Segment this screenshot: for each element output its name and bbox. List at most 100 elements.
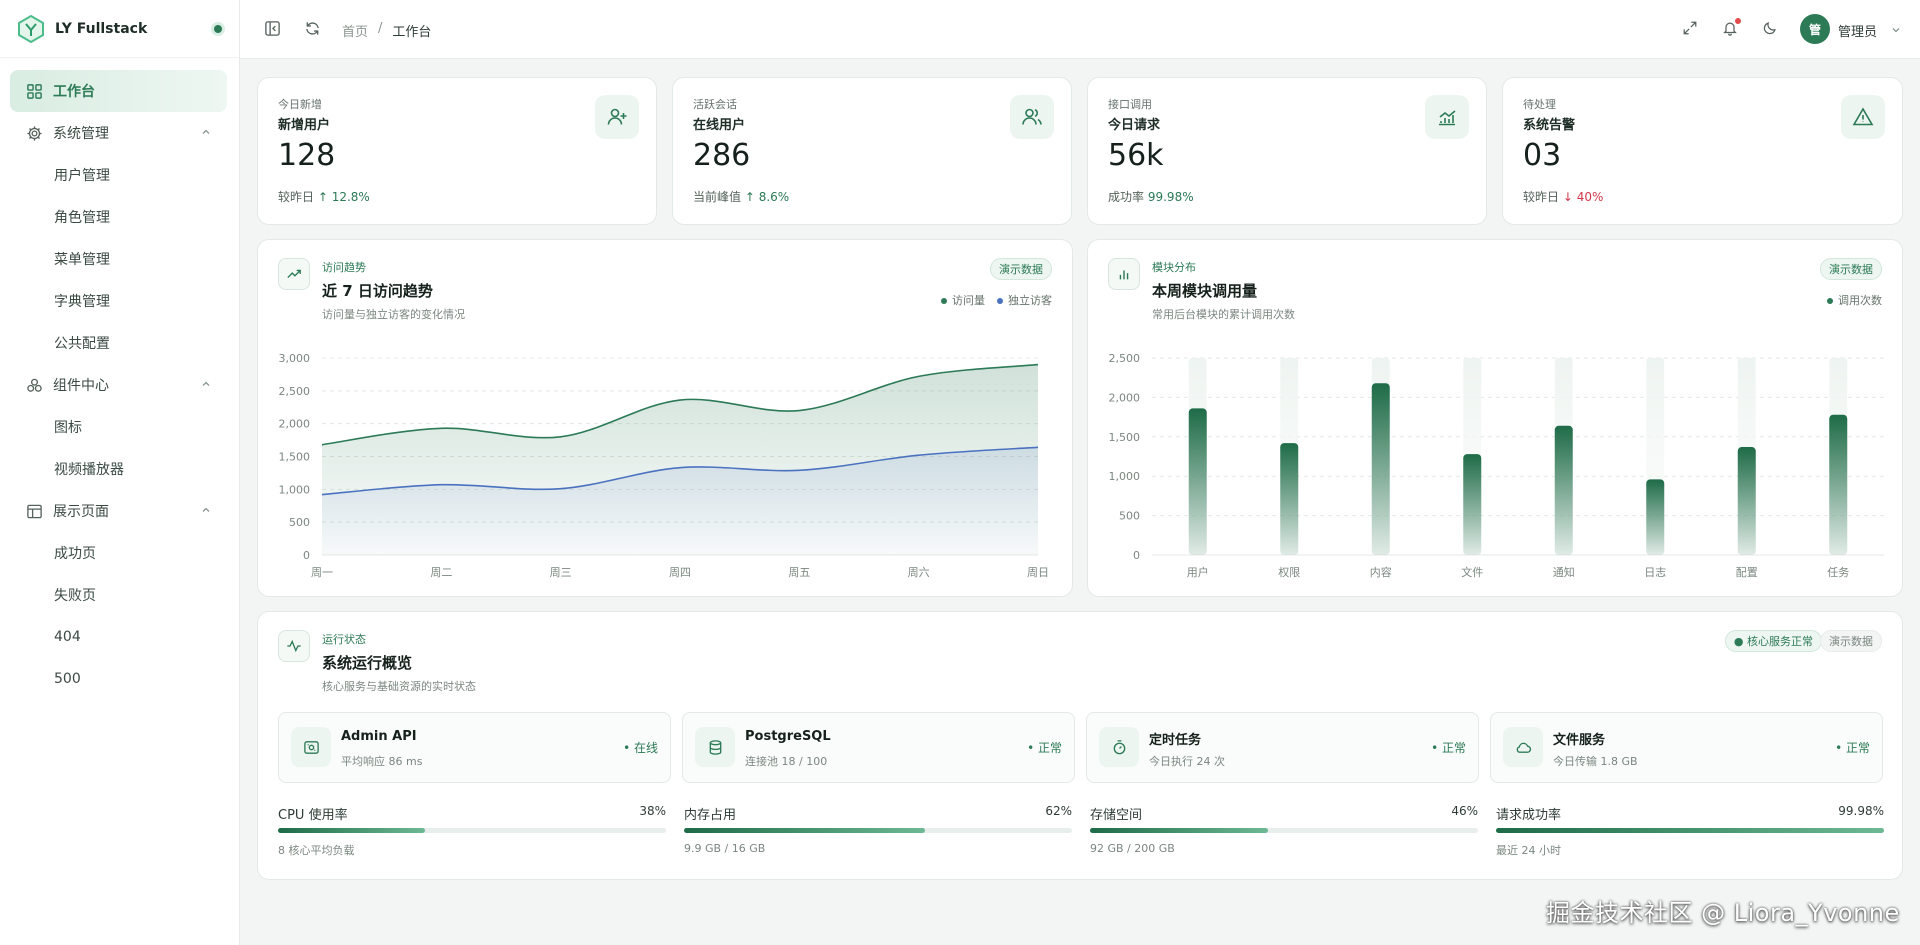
- bar-5: [1646, 479, 1665, 555]
- legend-item-unique-visitors[interactable]: 独立访客: [997, 292, 1052, 308]
- sidebar-item-success-page[interactable]: 成功页: [54, 546, 96, 562]
- sidebar-item-workbench[interactable]: 工作台: [10, 70, 227, 112]
- chart-legend: 访问量 独立访客: [941, 292, 1052, 308]
- service-status: • 正常: [1027, 741, 1062, 755]
- x-tick-label: 配置: [1736, 566, 1758, 579]
- legend-item-visits[interactable]: 访问量: [941, 292, 985, 308]
- stat-trend: ↑ 12.8%: [317, 190, 370, 204]
- service-name: PostgreSQL: [745, 729, 831, 744]
- sidebar-item-dict-management[interactable]: 字典管理: [54, 294, 110, 310]
- avatar[interactable]: 管: [1800, 14, 1830, 44]
- sidebar-group-components[interactable]: 组件中心: [0, 364, 239, 406]
- progress-fill: [1496, 828, 1884, 833]
- service-card-file-service[interactable]: 文件服务 今日传输 1.8 GB • 正常: [1490, 712, 1883, 783]
- stat-title: 今日请求: [1108, 118, 1161, 133]
- stat-footer: 成功率 99.98%: [1108, 188, 1194, 205]
- x-tick-label: 用户: [1187, 565, 1209, 579]
- notification-dot: [1735, 18, 1741, 24]
- service-desc: 平均响应 86 ms: [341, 755, 423, 768]
- legend-label: 访问量: [952, 294, 985, 307]
- progress-track: [1090, 828, 1478, 833]
- service-card-admin-api[interactable]: Admin API 平均响应 86 ms • 在线: [278, 712, 671, 783]
- y-tick-label: 500: [1119, 510, 1140, 523]
- sidebar-group-label: 组件中心: [53, 378, 109, 394]
- stat-card-online-users: 活跃会话 在线用户 286 当前峰值 ↑ 8.6%: [672, 77, 1072, 225]
- stat-footer: 当前峰值 ↑ 8.6%: [693, 188, 789, 205]
- progress-fill: [684, 828, 925, 833]
- stat-trend: ↓ 40%: [1562, 190, 1604, 204]
- resource-percent: 38%: [639, 804, 666, 818]
- chevron-down-icon[interactable]: [1891, 25, 1901, 35]
- user-plus-icon: [595, 95, 639, 139]
- sidebar-item-404[interactable]: 404: [54, 629, 81, 645]
- bar-chart-icon: [1108, 258, 1140, 290]
- stat-foot-label: 较昨日: [278, 190, 315, 204]
- chevron-up-icon: [202, 129, 210, 134]
- activity-icon: [278, 630, 310, 662]
- stat-trend: 99.98%: [1147, 190, 1194, 204]
- stat-foot-label: 较昨日: [1523, 190, 1560, 204]
- chart-subtitle: 访问量与独立访客的变化情况: [322, 308, 465, 321]
- x-tick-label: 周一: [311, 566, 333, 579]
- refresh-icon[interactable]: [302, 18, 322, 38]
- visit-trend-card: 访问趋势 近 7 日访问趋势 访问量与独立访客的变化情况 演示数据 访问量 独立…: [257, 239, 1073, 597]
- x-tick-label: 权限: [1278, 566, 1300, 579]
- service-desc: 今日执行 24 次: [1149, 755, 1225, 768]
- service-card-cron[interactable]: 定时任务 今日执行 24 次 • 正常: [1086, 712, 1479, 783]
- stat-title: 在线用户: [693, 118, 746, 133]
- user-name[interactable]: 管理员: [1838, 25, 1878, 40]
- y-tick-label: 500: [289, 516, 310, 529]
- sidebar-item-fail-page[interactable]: 失败页: [54, 588, 96, 604]
- progress-track: [684, 828, 1072, 833]
- sidebar-group-label: 展示页面: [53, 504, 109, 520]
- sidebar-item-menu-management[interactable]: 菜单管理: [54, 252, 110, 268]
- logo-icon: [18, 14, 44, 43]
- sidebar-item-label: 工作台: [53, 84, 95, 100]
- legend-item-calls[interactable]: 调用次数: [1827, 292, 1882, 308]
- sidebar-item-role-management[interactable]: 角色管理: [54, 210, 110, 226]
- area-fill-unique-visitors: [322, 447, 1038, 555]
- demo-data-badge: 演示数据: [990, 258, 1052, 280]
- collapse-sidebar-icon[interactable]: [262, 18, 282, 38]
- fullscreen-icon[interactable]: [1680, 18, 1700, 38]
- sidebar-item-user-management[interactable]: 用户管理: [54, 168, 110, 184]
- sidebar-item-public-config[interactable]: 公共配置: [54, 336, 110, 352]
- chart-legend: 调用次数: [1827, 292, 1882, 308]
- cloud-icon: [1503, 727, 1543, 767]
- resource-name: 请求成功率: [1496, 808, 1562, 823]
- alert-triangle-icon: [1841, 95, 1885, 139]
- y-tick-label: 2,000: [1109, 391, 1141, 404]
- breadcrumb-separator: /: [378, 21, 383, 36]
- moon-icon[interactable]: [1760, 18, 1780, 38]
- watermark: 掘金技术社区 @ Liora_Yvonne: [1546, 899, 1900, 927]
- sidebar-item-video-player[interactable]: 视频播放器: [54, 462, 124, 478]
- stat-foot-label: 当前峰值: [693, 190, 742, 204]
- bar-4: [1554, 425, 1573, 555]
- stat-value: 128: [278, 138, 336, 173]
- sidebar-item-icons[interactable]: 图标: [54, 420, 82, 436]
- sidebar-group-pages[interactable]: 展示页面: [0, 490, 239, 532]
- brand[interactable]: LY Fullstack: [0, 0, 239, 58]
- x-tick-label: 任务: [1827, 566, 1849, 579]
- sidebar-item-500[interactable]: 500: [54, 671, 81, 687]
- bell-icon[interactable]: [1720, 18, 1741, 38]
- trend-chart-icon: [1425, 95, 1469, 139]
- gear-icon: [26, 125, 43, 142]
- stat-kicker: 待处理: [1523, 98, 1556, 111]
- service-card-postgresql[interactable]: PostgreSQL 连接池 18 / 100 • 正常: [682, 712, 1075, 783]
- resource-percent: 62%: [1045, 804, 1072, 818]
- demo-data-badge: 演示数据: [1820, 258, 1882, 280]
- service-name: Admin API: [341, 729, 417, 744]
- x-tick-label: 周二: [430, 566, 452, 579]
- stat-trend: ↑ 8.6%: [744, 190, 790, 204]
- sidebar-group-system[interactable]: 系统管理: [0, 112, 239, 154]
- demo-data-badge: 演示数据: [1820, 630, 1882, 652]
- resource-desc: 8 核心平均负载: [278, 844, 355, 857]
- y-tick-label: 1,000: [279, 483, 311, 496]
- breadcrumb-home[interactable]: 首页: [342, 25, 369, 40]
- x-tick-label: 文件: [1461, 565, 1483, 579]
- app-name: LY Fullstack: [55, 20, 148, 37]
- stat-kicker: 活跃会话: [693, 98, 737, 111]
- service-desc: 连接池 18 / 100: [745, 755, 828, 768]
- stat-card-new-users: 今日新增 新增用户 128 较昨日 ↑ 12.8%: [257, 77, 657, 225]
